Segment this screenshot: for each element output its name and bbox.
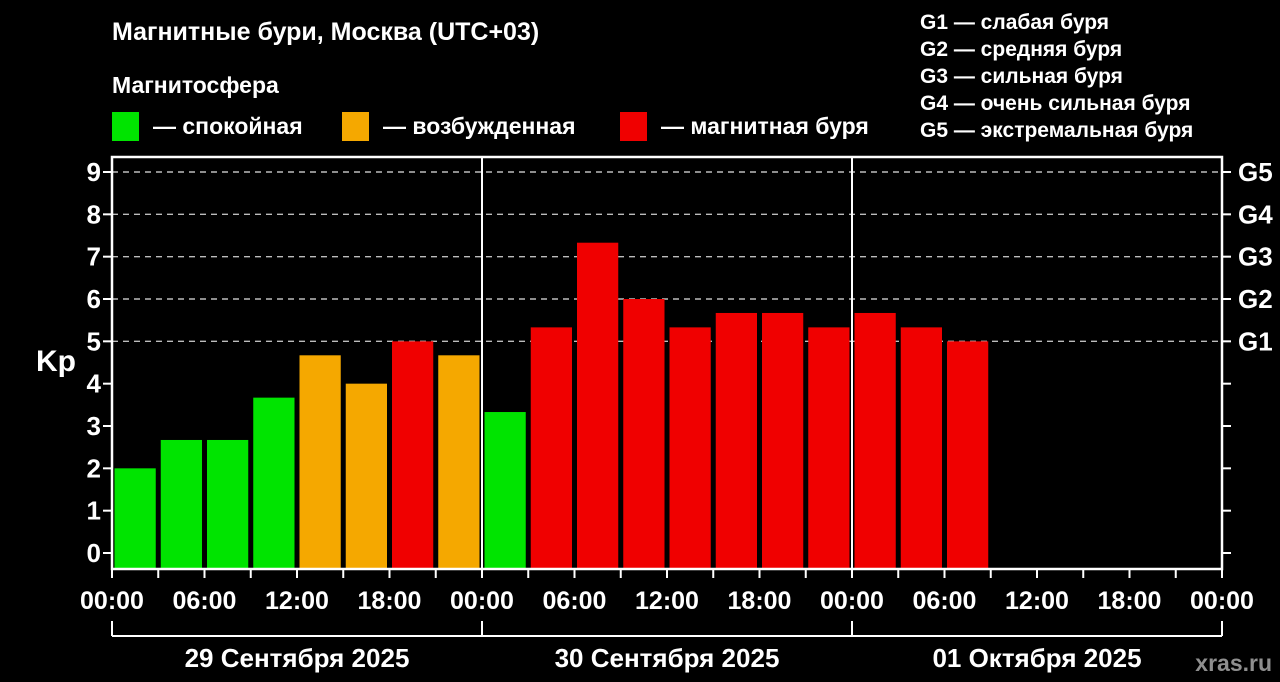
y-axis-tick-label: 7 [87,242,101,272]
kp-bar [762,312,804,569]
time-tick-label: 00:00 [450,587,514,615]
kp-bar [392,341,434,569]
time-tick-label: 12:00 [635,587,699,615]
kp-bar [438,355,480,569]
date-label: 01 Октября 2025 [932,643,1141,673]
y-axis-tick-label: 1 [87,496,101,526]
excited-color-swatch [342,111,369,141]
legend-label-quiet: — спокойная [153,112,303,139]
legend-label-excited: — возбужденная [383,112,576,139]
kp-bar [808,327,850,569]
time-tick-label: 12:00 [1005,587,1069,615]
time-tick-label: 00:00 [1190,587,1254,615]
right-axis-label-g2: G2 [1238,284,1273,314]
y-axis-tick-label: 8 [87,199,101,229]
y-axis-tick-label: 2 [87,453,101,483]
kp-bar [207,439,249,569]
kp-bar [253,397,295,569]
time-tick-label: 06:00 [173,587,237,615]
time-tick-label: 18:00 [728,587,792,615]
kp-bar [160,439,202,569]
y-axis-tick-label: 3 [87,411,101,441]
legend-item-quiet: — спокойная [112,111,303,141]
time-tick-label: 12:00 [265,587,329,615]
date-label: 30 Сентября 2025 [555,643,780,673]
magnetosphere-label: Магнитосфера [112,72,279,98]
kp-bar [669,327,711,569]
kp-bar [577,242,619,570]
page-title: Магнитные бури, Москва (UTC+03) [112,18,540,46]
y-axis-tick-label: 4 [87,369,102,399]
kp-bar [854,312,896,569]
quiet-color-swatch [112,111,139,141]
right-axis-label-g3: G3 [1238,242,1273,272]
right-axis-label-g1: G1 [1238,326,1273,356]
y-axis-tick-label: 9 [87,157,101,187]
kp-bar [947,341,989,569]
time-tick-label: 18:00 [358,587,422,615]
time-tick-label: 00:00 [820,587,884,615]
right-axis-label-g4: G4 [1238,199,1273,229]
time-tick-label: 18:00 [1098,587,1162,615]
y-axis-title: Kp [36,345,76,378]
time-tick-label: 00:00 [80,587,144,615]
kp-bar [345,383,387,569]
time-tick-label: 06:00 [913,587,977,615]
kp-bar [114,468,156,569]
y-axis-tick-label: 5 [87,326,101,356]
right-axis-label-g5: G5 [1238,157,1273,187]
storm-scale-g5: G5 — экстремальная буря [920,119,1194,142]
storm-scale-legend: G1 — слабая буря G2 — средняя буря G3 — … [920,9,1193,144]
kp-bar [530,327,572,569]
date-label: 29 Сентября 2025 [185,643,410,673]
storm-scale-g4: G4 — очень сильная буря [920,92,1191,115]
time-tick-label: 06:00 [543,587,607,615]
kp-bar [484,412,526,569]
storm-scale-g3: G3 — сильная буря [920,65,1123,88]
storm-scale-g1: G1 — слабая буря [920,11,1110,34]
kp-bar [900,327,942,569]
storm-color-swatch [620,111,647,141]
watermark: xras.ru [1195,650,1272,676]
legend-item-excited: — возбужденная [342,111,576,141]
y-axis-tick-label: 0 [87,538,101,568]
legend-label-storm: — магнитная буря [661,112,869,139]
legend-item-storm: — магнитная буря [620,111,869,141]
storm-scale-g2: G2 — средняя буря [920,38,1123,61]
kp-bar [623,299,665,569]
kp-bar [299,355,341,569]
y-axis-tick-label: 6 [87,284,101,314]
kp-bar [715,312,757,569]
